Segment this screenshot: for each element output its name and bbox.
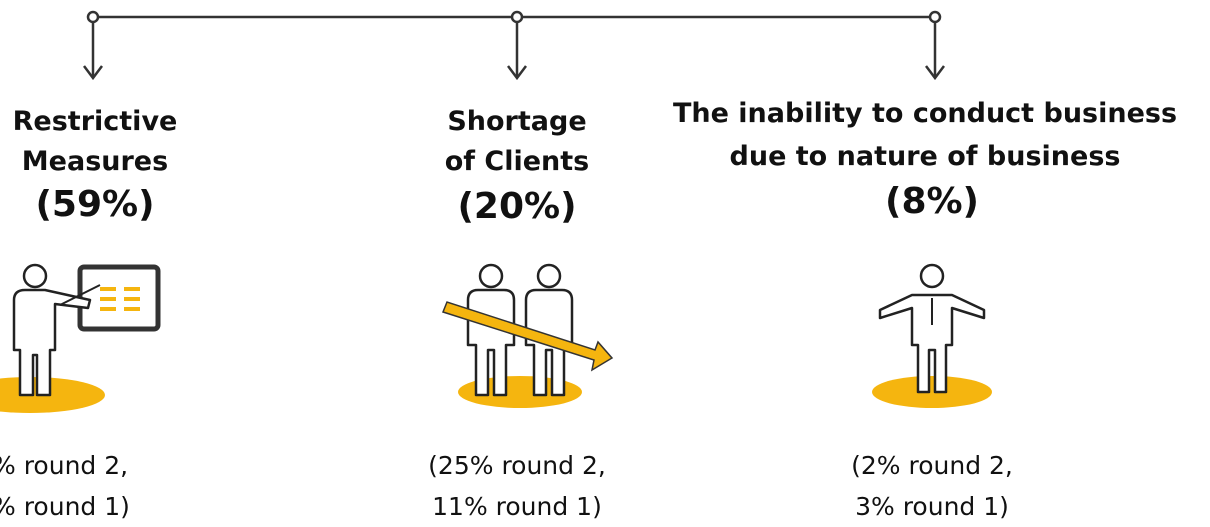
icon-presenter	[0, 265, 158, 413]
item-title: Measures	[22, 146, 168, 177]
item-share: (59%)	[35, 184, 154, 225]
icon-shrug	[872, 265, 992, 408]
item-note: 11% round 1)	[432, 492, 602, 521]
item-title: The inability to conduct business	[673, 98, 1177, 129]
item-share: (8%)	[885, 181, 979, 222]
item-title: Shortage	[447, 106, 586, 137]
item-title: due to nature of business	[730, 141, 1121, 172]
item-share: (20%)	[457, 186, 576, 227]
item-note: % round 1)	[0, 492, 130, 521]
icon-clients	[443, 265, 612, 408]
connector	[84, 12, 944, 78]
item-note: (2% round 2,	[851, 451, 1013, 480]
infographic: Restrictive Measures (59%) % round 2, % …	[0, 0, 1210, 527]
item-note: 3% round 1)	[855, 492, 1009, 521]
item-title: of Clients	[445, 146, 590, 177]
item-note: (25% round 2,	[428, 451, 606, 480]
item-note: % round 2,	[0, 451, 128, 480]
item-title: Restrictive	[13, 106, 178, 137]
